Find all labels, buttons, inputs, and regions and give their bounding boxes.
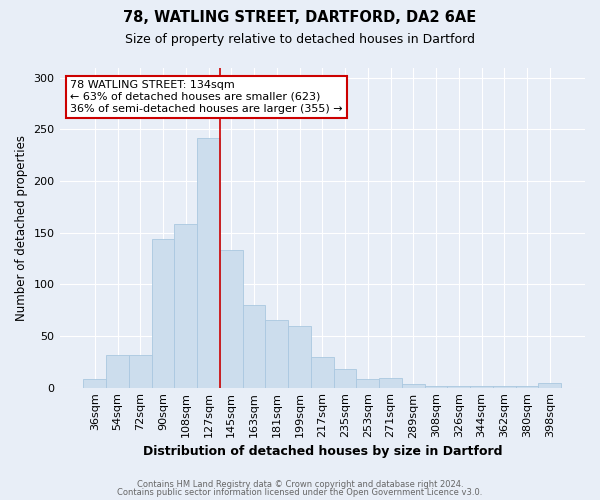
Bar: [288, 326, 311, 388]
Bar: [379, 378, 402, 388]
Bar: [356, 380, 379, 388]
Y-axis label: Number of detached properties: Number of detached properties: [15, 134, 28, 320]
Bar: [538, 384, 561, 388]
Bar: [129, 354, 152, 388]
Text: Contains HM Land Registry data © Crown copyright and database right 2024.: Contains HM Land Registry data © Crown c…: [137, 480, 463, 489]
Bar: [425, 386, 448, 388]
Bar: [334, 369, 356, 388]
Bar: [265, 320, 288, 388]
Bar: [402, 384, 425, 388]
Bar: [152, 239, 175, 388]
Bar: [197, 138, 220, 388]
Bar: [493, 386, 515, 388]
Bar: [175, 224, 197, 388]
Bar: [106, 354, 129, 388]
Bar: [220, 250, 242, 388]
Bar: [311, 356, 334, 388]
Bar: [83, 380, 106, 388]
Text: Contains public sector information licensed under the Open Government Licence v3: Contains public sector information licen…: [118, 488, 482, 497]
Bar: [515, 386, 538, 388]
Text: 78 WATLING STREET: 134sqm
← 63% of detached houses are smaller (623)
36% of semi: 78 WATLING STREET: 134sqm ← 63% of detac…: [70, 80, 343, 114]
Bar: [448, 386, 470, 388]
Text: 78, WATLING STREET, DARTFORD, DA2 6AE: 78, WATLING STREET, DARTFORD, DA2 6AE: [124, 10, 476, 25]
Text: Size of property relative to detached houses in Dartford: Size of property relative to detached ho…: [125, 32, 475, 46]
Bar: [242, 305, 265, 388]
X-axis label: Distribution of detached houses by size in Dartford: Distribution of detached houses by size …: [143, 444, 502, 458]
Bar: [470, 386, 493, 388]
